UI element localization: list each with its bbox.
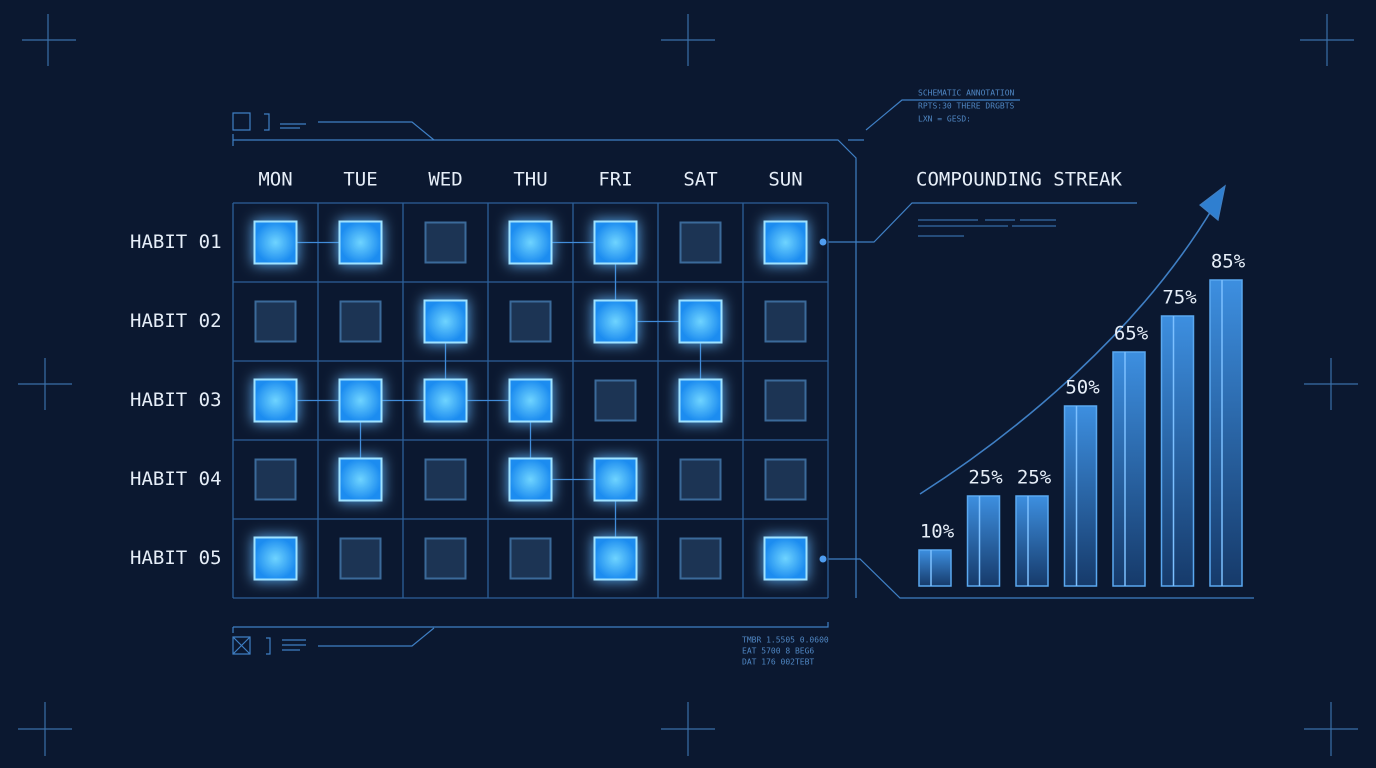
- bar-value-label: 50%: [1065, 377, 1100, 399]
- annotation-text: RPTS:30 THERE DRGBTS: [918, 102, 1015, 111]
- bar: [1063, 405, 1098, 587]
- chart-title: COMPOUNDING STREAK: [916, 169, 1122, 191]
- cell-inactive: [764, 458, 807, 501]
- connector-dot: [819, 555, 827, 563]
- cell-active: [423, 378, 468, 423]
- bar-value-label: 25%: [968, 467, 1003, 489]
- bar: [918, 549, 952, 587]
- day-label: WED: [428, 169, 462, 191]
- cell-active: [253, 378, 298, 423]
- cell-inactive: [424, 221, 467, 264]
- cell-inactive: [254, 300, 297, 343]
- cell-active: [508, 220, 553, 265]
- habit-label: HABIT 04: [130, 468, 222, 490]
- cell-active: [593, 220, 638, 265]
- cell-active: [423, 299, 468, 344]
- cell-links: [296, 241, 702, 538]
- bar-value-label: 25%: [1017, 467, 1052, 489]
- cell-inactive: [764, 379, 807, 422]
- bar: [1015, 495, 1049, 587]
- cell-inactive: [679, 221, 722, 264]
- streak-chart: 10% 25% 25% 50% 65% 75% 85%: [918, 251, 1246, 587]
- day-label: MON: [258, 169, 292, 191]
- cell-inactive: [509, 537, 552, 580]
- day-label: SAT: [683, 169, 717, 191]
- bar-value-label: 85%: [1211, 251, 1246, 273]
- decorations: [232, 99, 1254, 655]
- readout-text: EAT 5700 8 BEG6: [742, 647, 814, 656]
- bar-value-label: 75%: [1162, 287, 1197, 309]
- cell-inactive: [679, 458, 722, 501]
- day-label: THU: [513, 169, 547, 191]
- cell-inactive: [339, 537, 382, 580]
- habit-label: HABIT 03: [130, 389, 222, 411]
- day-label: FRI: [598, 169, 632, 191]
- annotation-text: LXN = GESD:: [918, 115, 971, 124]
- crosshairs: [18, 14, 1358, 756]
- bar: [966, 495, 1001, 587]
- habit-label: HABIT 02: [130, 310, 222, 332]
- cell-active: [593, 536, 638, 581]
- cell-active: [763, 536, 808, 581]
- cell-inactive: [509, 300, 552, 343]
- cell-inactive: [679, 537, 722, 580]
- cell-active: [678, 378, 723, 423]
- cell-inactive: [594, 379, 637, 422]
- habit-grid: MON TUE WED THU FRI SAT SUN HABIT 01 HABIT 02 HAB…: [130, 169, 829, 599]
- cell-inactive: [764, 300, 807, 343]
- cell-inactive: [254, 458, 297, 501]
- cell-active: [253, 536, 298, 581]
- annotation-text: SCHEMATIC ANNOTATION: [918, 89, 1015, 98]
- connector-dot: [819, 238, 827, 246]
- cell-inactive: [424, 458, 467, 501]
- cell-active: [338, 220, 383, 265]
- readout-text: DAT 176 002TEBT: [742, 658, 814, 667]
- bar: [1160, 315, 1195, 587]
- day-label: TUE: [343, 169, 377, 191]
- bar: [1209, 279, 1243, 587]
- bar: [1112, 351, 1146, 587]
- readout-text: TMBR 1.5505 0.0600: [742, 636, 829, 645]
- cell-active: [593, 299, 638, 344]
- cell-active: [338, 457, 383, 502]
- cell-inactive: [339, 300, 382, 343]
- cell-active: [253, 220, 298, 265]
- cell-active: [763, 220, 808, 265]
- bar-value-label: 65%: [1114, 323, 1149, 345]
- cell-active: [678, 299, 723, 344]
- cell-active: [508, 378, 553, 423]
- cell-active: [593, 457, 638, 502]
- cell-active: [508, 457, 553, 502]
- habit-label: HABIT 01: [130, 231, 222, 253]
- habit-label: HABIT 05: [130, 547, 222, 569]
- bar-value-label: 10%: [920, 521, 955, 543]
- day-label: SUN: [768, 169, 802, 191]
- cell-active: [338, 378, 383, 423]
- cell-inactive: [424, 537, 467, 580]
